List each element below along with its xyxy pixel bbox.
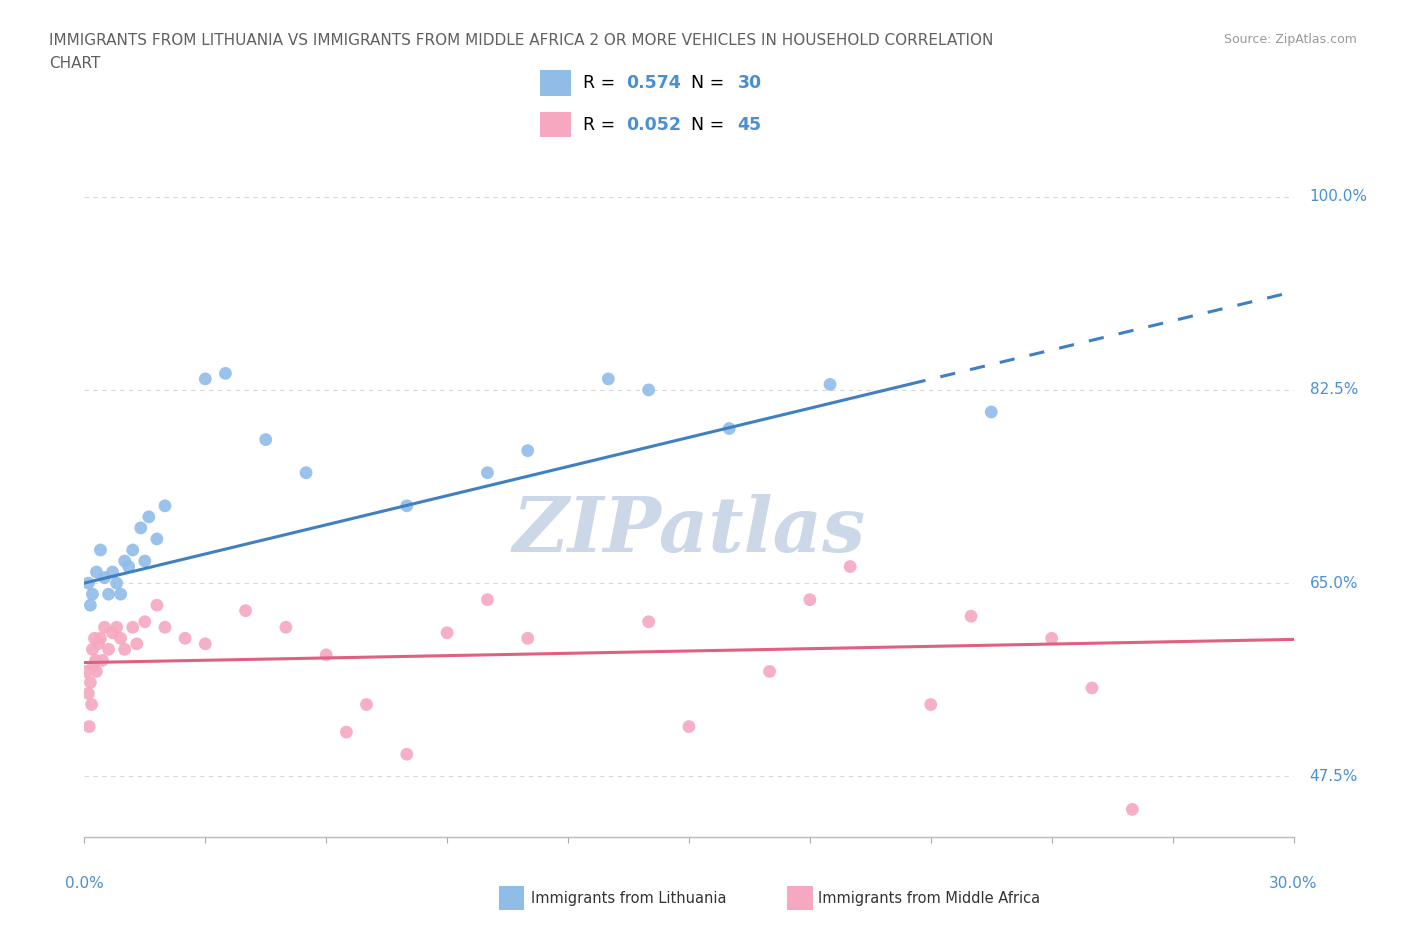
Point [91,653,114,668]
Text: 100.0%: 100.0% [1309,189,1368,205]
Point [134,553,156,568]
Point [97,587,120,602]
Point [718,421,741,436]
Text: 30: 30 [738,74,762,92]
Text: 0.0%: 0.0% [65,876,104,891]
Point [395,747,418,762]
Point [274,619,297,634]
Point [758,664,780,679]
Point [980,405,1002,419]
Point [80,698,103,712]
Point [110,631,132,645]
Point [134,615,156,630]
Point [516,444,538,458]
Text: 0.052: 0.052 [626,116,682,134]
Point [79,598,101,613]
Point [235,604,257,618]
Point [77,719,100,734]
Point [89,631,111,645]
Point [194,371,217,386]
Point [477,465,499,480]
Point [153,498,176,513]
Point [114,553,136,568]
Point [89,542,111,557]
Point [335,724,357,739]
Point [86,565,108,579]
Text: CHART: CHART [49,56,101,71]
Text: 30.0%: 30.0% [1270,876,1317,891]
Point [315,647,337,662]
Point [105,576,128,591]
Point [516,631,538,645]
Text: 0.574: 0.574 [626,74,681,92]
Point [101,625,124,640]
Point [174,631,197,645]
Point [97,642,120,657]
Point [818,377,841,392]
Point [105,619,128,634]
Point [82,642,104,657]
FancyBboxPatch shape [540,113,571,138]
Text: Immigrants from Middle Africa: Immigrants from Middle Africa [818,891,1040,906]
Text: N =: N = [692,74,730,92]
Point [93,570,115,585]
Point [146,598,169,613]
Point [799,592,821,607]
Text: R =: R = [583,74,620,92]
Point [121,542,143,557]
Point [77,686,100,701]
Point [395,498,418,513]
FancyBboxPatch shape [499,886,524,910]
Point [101,565,124,579]
Text: Immigrants from Lithuania: Immigrants from Lithuania [531,891,727,906]
Point [146,532,169,547]
Point [125,636,148,651]
Text: 65.0%: 65.0% [1309,576,1358,591]
Point [83,631,105,645]
Point [114,642,136,657]
Point [194,636,217,651]
Point [93,619,115,634]
Point [214,365,236,380]
Point [678,719,700,734]
Text: 45: 45 [738,116,762,134]
Point [118,559,141,574]
Point [75,664,97,679]
FancyBboxPatch shape [787,886,813,910]
Point [839,559,862,574]
Point [82,587,104,602]
Text: 82.5%: 82.5% [1309,382,1358,397]
Point [637,382,659,397]
Text: 47.5%: 47.5% [1309,769,1358,784]
Point [477,592,499,607]
Point [87,636,110,651]
Point [77,576,100,591]
Point [79,675,101,690]
Text: Source: ZipAtlas.com: Source: ZipAtlas.com [1223,33,1357,46]
FancyBboxPatch shape [540,71,571,96]
Point [1121,802,1143,817]
Point [598,371,620,386]
Point [1081,681,1104,696]
Point [153,619,176,634]
Text: R =: R = [583,116,620,134]
Point [129,521,152,536]
Text: ZIPatlas: ZIPatlas [512,495,866,568]
Point [920,698,942,712]
Point [138,510,160,525]
Point [295,465,318,480]
Text: N =: N = [692,116,730,134]
Point [1040,631,1063,645]
Point [86,664,108,679]
Point [637,615,659,630]
Point [960,609,983,624]
Point [84,653,107,668]
Point [121,619,143,634]
Point [436,625,458,640]
Point [356,698,378,712]
Point [82,658,104,673]
Text: IMMIGRANTS FROM LITHUANIA VS IMMIGRANTS FROM MIDDLE AFRICA 2 OR MORE VEHICLES IN: IMMIGRANTS FROM LITHUANIA VS IMMIGRANTS … [49,33,994,47]
Point [110,587,132,602]
Point [254,432,277,447]
